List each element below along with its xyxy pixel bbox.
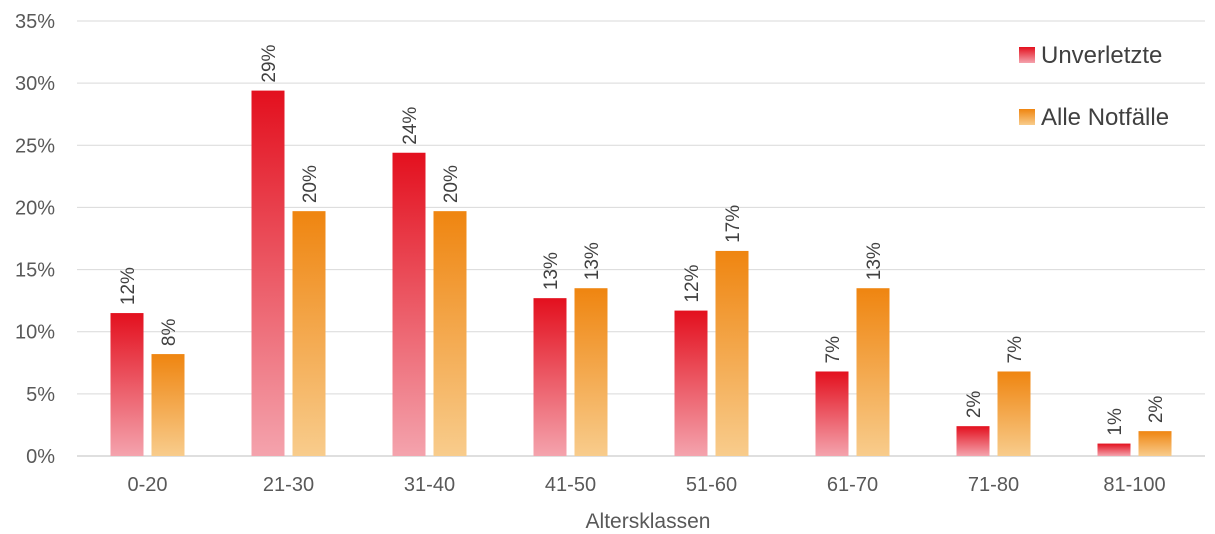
- y-tick-label: 10%: [15, 322, 55, 344]
- data-label: 24%: [400, 107, 421, 145]
- bar-alle-notfaelle: [151, 354, 185, 456]
- data-label: 7%: [1005, 336, 1026, 364]
- bar-alle-notfaelle: [997, 371, 1031, 456]
- x-tick-label: 21-30: [263, 474, 314, 496]
- y-tick-label: 25%: [15, 135, 55, 157]
- y-tick-label: 20%: [15, 197, 55, 219]
- bar-unverletzte: [110, 313, 144, 456]
- data-label: 8%: [159, 319, 180, 347]
- bar-alle-notfaelle: [715, 250, 749, 456]
- x-tick-label: 41-50: [545, 474, 596, 496]
- x-tick-label: 61-70: [827, 474, 878, 496]
- legend-label: Unverletzte: [1041, 42, 1162, 69]
- bar-alle-notfaelle: [292, 211, 326, 456]
- bar-unverletzte: [251, 90, 285, 456]
- legend-label: Alle Notfälle: [1041, 104, 1169, 131]
- bar-alle-notfaelle: [433, 211, 467, 456]
- bars: [110, 90, 1172, 456]
- data-label: 7%: [823, 336, 844, 364]
- bar-unverletzte: [674, 310, 708, 456]
- data-label: 1%: [1105, 408, 1126, 436]
- x-tick-label: 31-40: [404, 474, 455, 496]
- data-label: 20%: [441, 165, 462, 203]
- data-label: 2%: [964, 391, 985, 419]
- data-label: 29%: [259, 44, 280, 82]
- x-tick-label: 51-60: [686, 474, 737, 496]
- data-labels: 12% 8% 29% 20% 24% 20% 13% 13% 12% 17% 7% 13% 2% 7% 1%…: [118, 44, 1167, 435]
- data-label: 12%: [118, 267, 139, 305]
- gridlines: [77, 20, 1205, 457]
- data-label: 2%: [1146, 396, 1167, 424]
- y-tick-label: 5%: [26, 384, 55, 406]
- bar-unverletzte: [533, 298, 567, 456]
- x-tick-label: 81-100: [1103, 474, 1165, 496]
- legend-swatch: [1019, 47, 1035, 63]
- x-axis: 0-20 21-30 31-40 41-50 51-60 61-70 71-80 81-100: [127, 474, 1165, 496]
- y-tick-label: 35%: [15, 11, 55, 33]
- bar-alle-notfaelle: [856, 288, 890, 456]
- legend-swatch: [1019, 109, 1035, 125]
- x-axis-title: Altersklassen: [586, 510, 711, 533]
- data-label: 13%: [582, 242, 603, 280]
- x-tick-label: 71-80: [968, 474, 1019, 496]
- bar-unverletzte: [1097, 443, 1131, 456]
- legend: Unverletzte Alle Notfälle: [1019, 42, 1169, 131]
- data-label: 13%: [864, 242, 885, 280]
- bar-alle-notfaelle: [574, 288, 608, 456]
- data-label: 13%: [541, 252, 562, 290]
- y-tick-label: 30%: [15, 73, 55, 95]
- bar-alle-notfaelle: [1138, 431, 1172, 456]
- data-label: 20%: [300, 165, 321, 203]
- bar-unverletzte: [815, 371, 849, 456]
- y-tick-label: 15%: [15, 260, 55, 282]
- data-label: 12%: [682, 264, 703, 302]
- bar-unverletzte: [956, 426, 990, 456]
- y-tick-label: 0%: [26, 446, 55, 468]
- y-axis: 0% 5% 10% 15% 20% 25% 30% 35%: [15, 11, 55, 468]
- data-label: 17%: [723, 205, 744, 243]
- bar-unverletzte: [392, 152, 426, 456]
- x-tick-label: 0-20: [127, 474, 167, 496]
